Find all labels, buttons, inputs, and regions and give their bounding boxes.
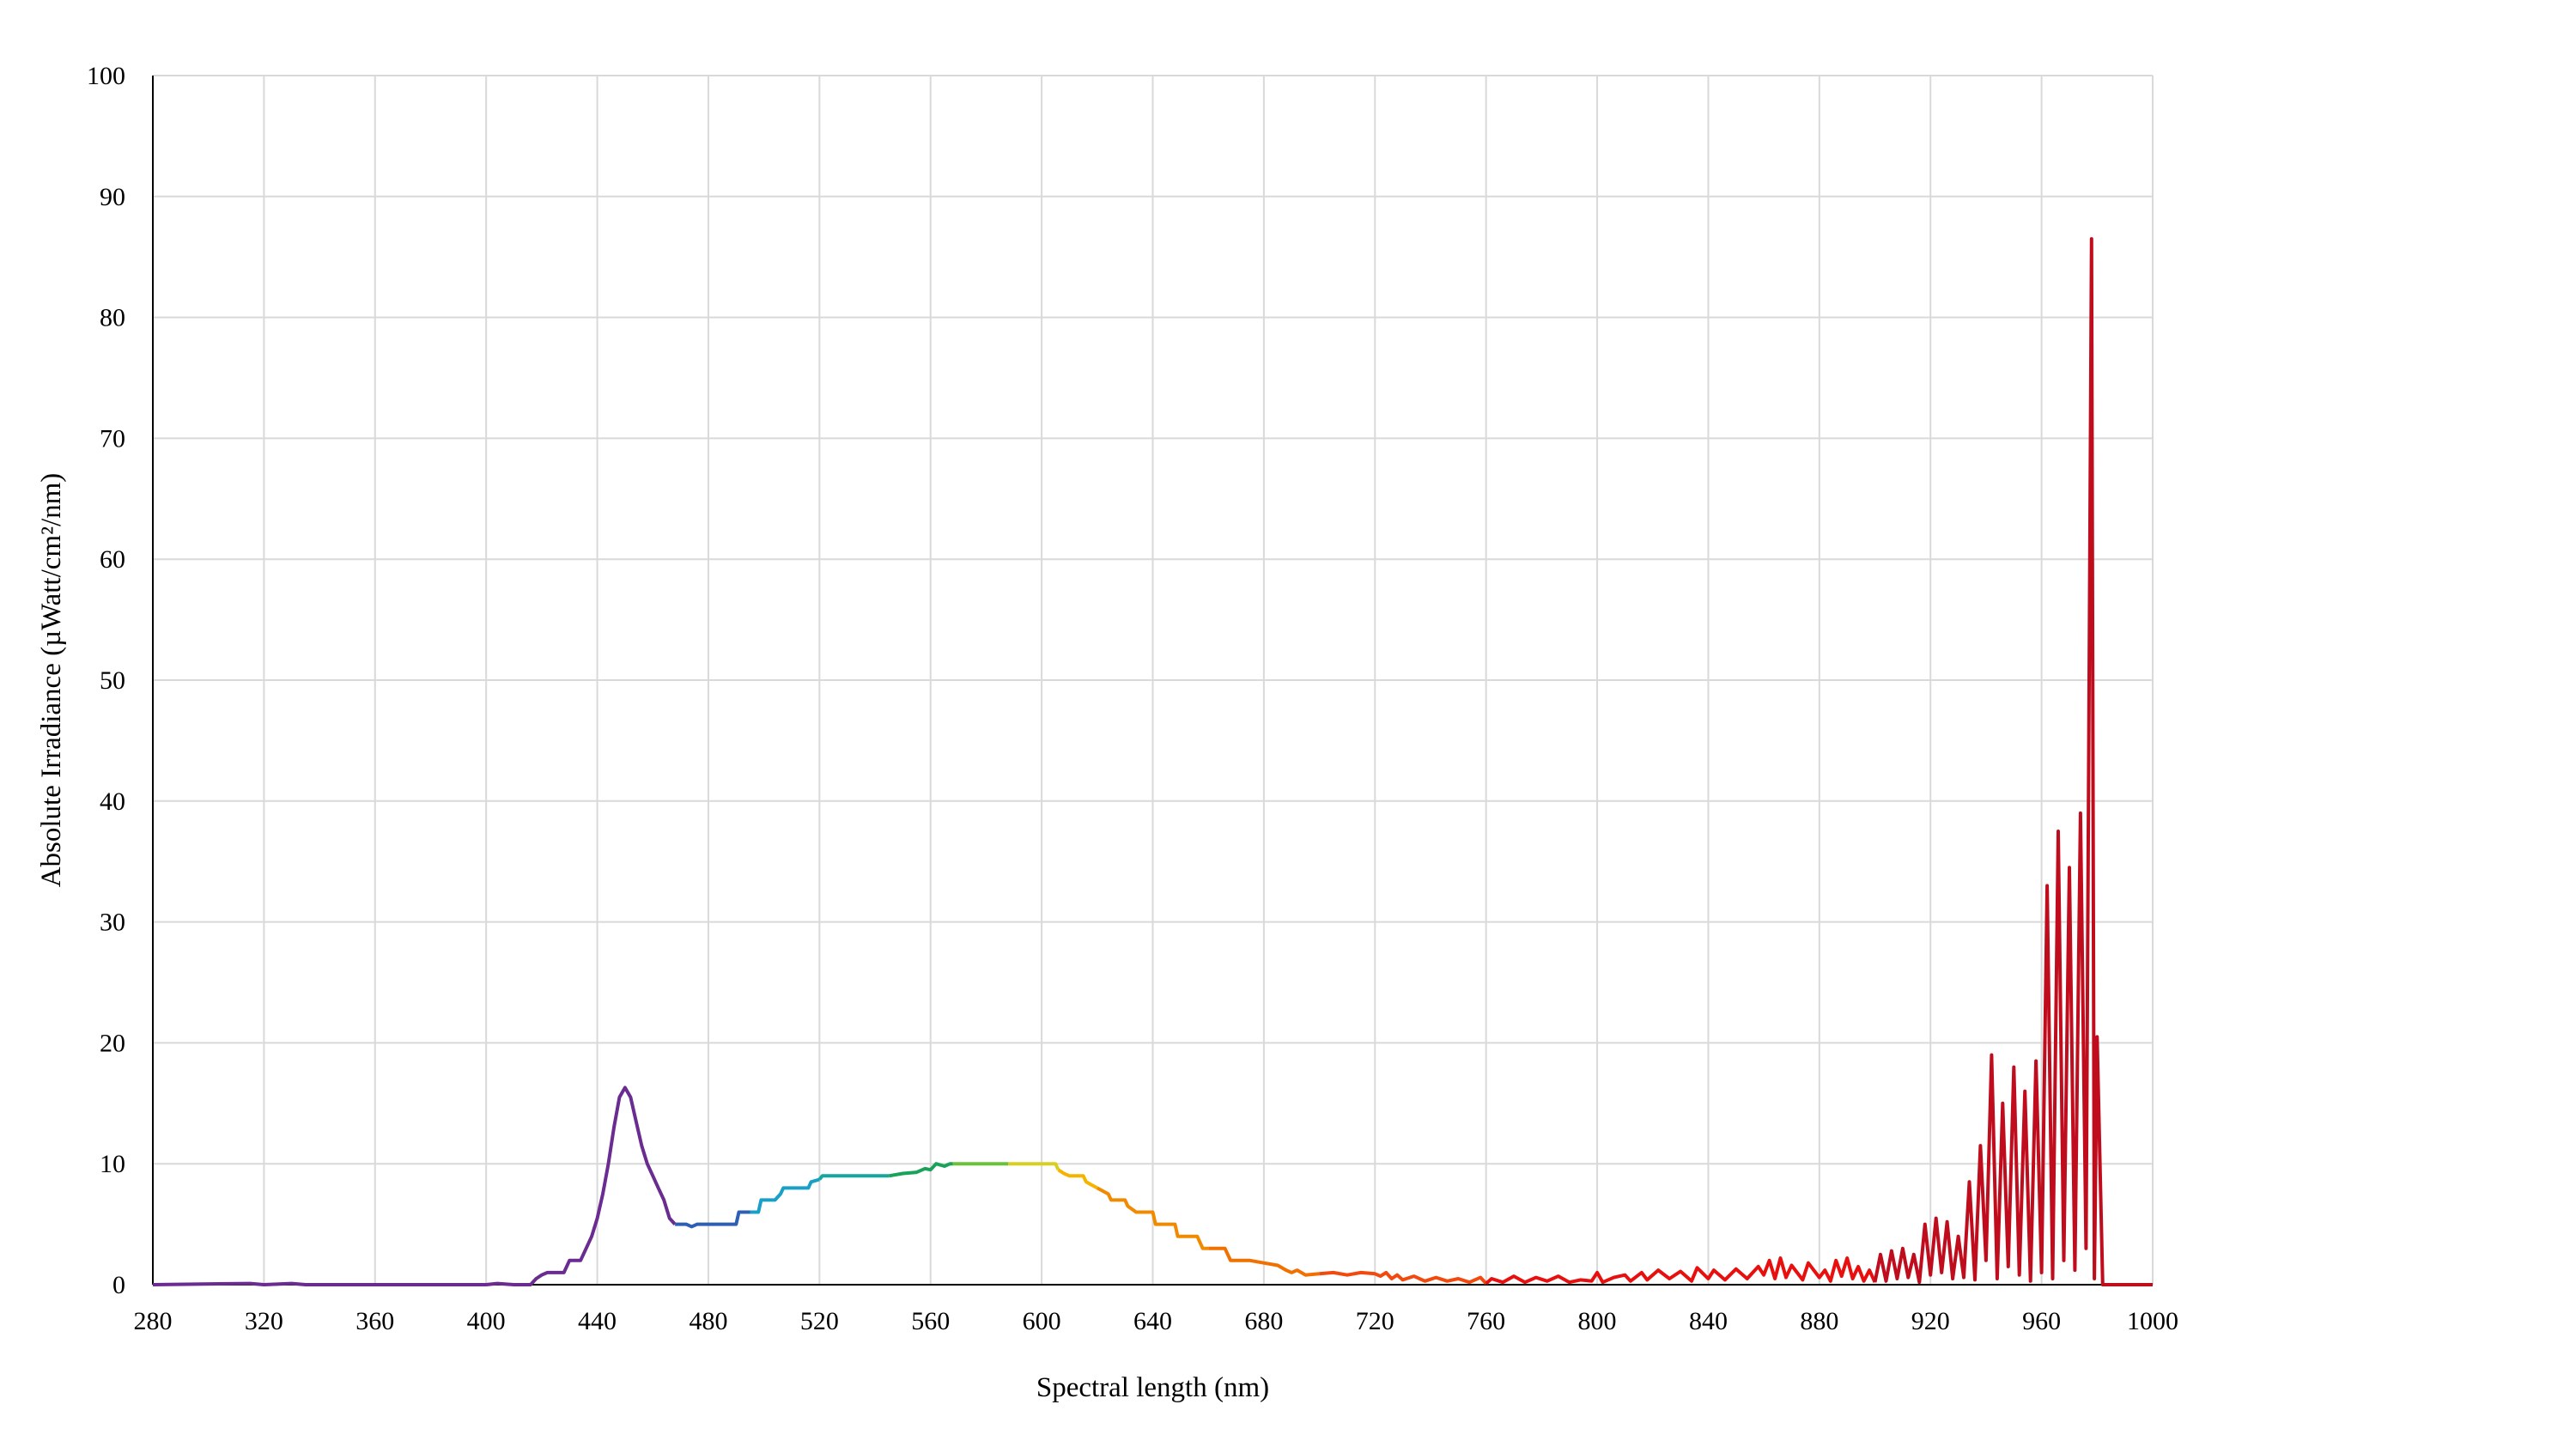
spectrum-line-segment (750, 1177, 820, 1214)
x-tick-label: 640 (1133, 1307, 1172, 1335)
x-tick-label: 400 (467, 1307, 506, 1335)
x-tick-label: 520 (800, 1307, 839, 1335)
y-tick-label: 0 (112, 1271, 125, 1299)
y-tick-label: 90 (100, 183, 125, 211)
spectrum-line-segment (888, 1162, 953, 1178)
spectrum-line-segment (1096, 1186, 1209, 1250)
x-tick-label: 880 (1800, 1307, 1838, 1335)
y-tick-label: 100 (87, 62, 125, 90)
y-tick-label: 80 (100, 304, 125, 332)
spectrum-line-segment (1208, 1246, 1320, 1277)
x-tick-label: 680 (1244, 1307, 1283, 1335)
x-tick-label: 720 (1356, 1307, 1394, 1335)
y-axis-title: Absolute Irradiance (µWatt/cm²/nm) (36, 473, 67, 888)
x-tick-label: 480 (689, 1307, 727, 1335)
spectrum-line-segment (1057, 1168, 1098, 1190)
y-tick-label: 10 (100, 1150, 125, 1178)
y-tick-label: 50 (100, 666, 125, 695)
x-tick-label: 600 (1023, 1307, 1061, 1335)
x-tick-label: 560 (911, 1307, 950, 1335)
y-tick-label: 30 (100, 909, 125, 937)
series-layer (152, 237, 2153, 1286)
x-axis-title: Spectral length (nm) (1036, 1372, 1269, 1403)
spectrum-line-segment (1485, 1256, 1877, 1286)
y-tick-label: 20 (100, 1029, 125, 1057)
spectrum-line-segment (1008, 1162, 1060, 1171)
x-tick-label: 960 (2022, 1307, 2061, 1335)
x-tick-label: 840 (1689, 1307, 1728, 1335)
y-tick-label: 40 (100, 787, 125, 816)
spectrum-line-segment (1873, 237, 2153, 1286)
x-tick-label: 1000 (2127, 1307, 2178, 1335)
x-tick-label: 320 (245, 1307, 283, 1335)
x-tick-label: 440 (578, 1307, 617, 1335)
x-tick-label: 800 (1578, 1307, 1617, 1335)
x-tick-label: 920 (1911, 1307, 1950, 1335)
spectrum-line-segment (817, 1174, 890, 1181)
spectrum-line-segment (1319, 1270, 1488, 1285)
grid-layer (153, 75, 2154, 1285)
x-tick-label: 280 (134, 1307, 173, 1335)
y-tick-label: 60 (100, 545, 125, 574)
y-tick-label: 70 (100, 424, 125, 453)
tick-layer: 280 320 360 400 440 480 520 560 600 640 680 720 760 8… (87, 62, 2178, 1335)
x-tick-label: 760 (1467, 1307, 1505, 1335)
x-tick-label: 360 (355, 1307, 394, 1335)
spectrum-line-segment (675, 1210, 750, 1229)
spectrum-line-segment (152, 1085, 677, 1286)
